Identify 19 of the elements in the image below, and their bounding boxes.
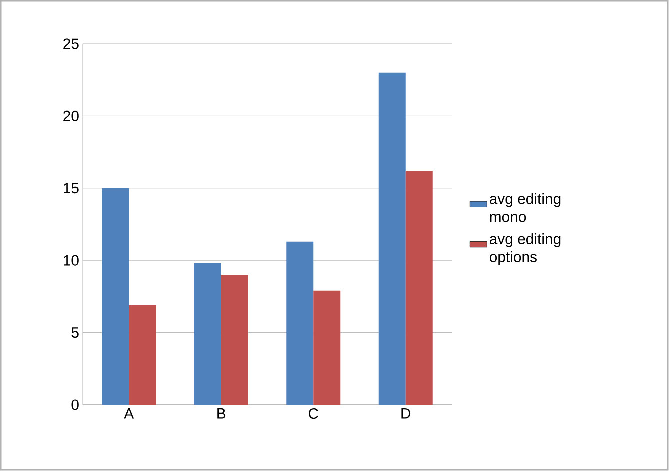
bar [406, 171, 433, 405]
x-tick-label: C [309, 408, 318, 420]
legend-label: avg editing options [490, 233, 561, 266]
bar [286, 242, 314, 405]
y-tick-label: 0 [72, 400, 79, 410]
x-tick-label: B [218, 408, 226, 419]
y-tick-label: 5 [72, 328, 79, 338]
y-tick-label: 15 [64, 183, 79, 194]
bar [102, 188, 130, 405]
bar [129, 305, 156, 405]
x-tick-label: A [124, 408, 134, 419]
bar [194, 263, 222, 405]
x-tick-label: D [402, 408, 411, 419]
y-tick-label: 20 [64, 110, 79, 122]
y-tick-label: 10 [64, 255, 79, 266]
bar [314, 290, 341, 405]
y-tick-label: 25 [64, 38, 79, 50]
bar [221, 275, 248, 405]
bar [378, 72, 406, 405]
